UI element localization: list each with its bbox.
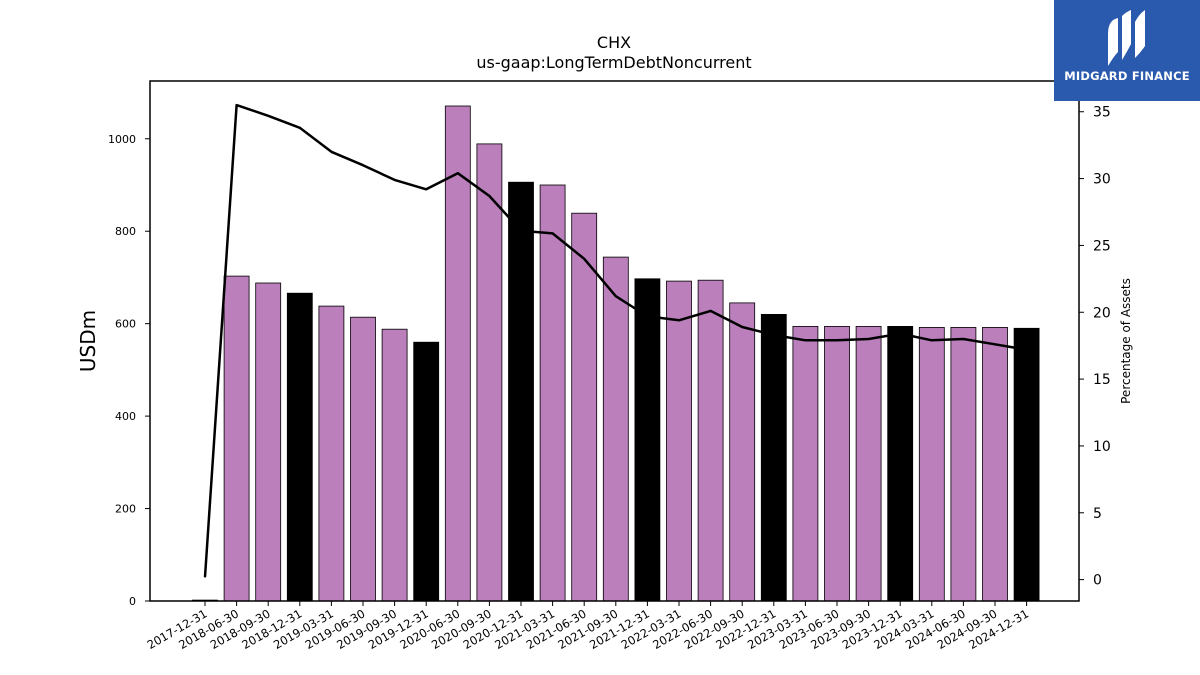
- plot-frame: [149, 80, 1080, 602]
- line-point-2021-06-30: [583, 258, 585, 260]
- line-point-2020-06-30: [457, 172, 459, 174]
- right-axis: 0 5 10 15 20 25 30 35: [1079, 105, 1111, 589]
- line-point-2024-06-30: [962, 338, 965, 340]
- bar-2024-06-30: [950, 326, 977, 602]
- line-point-2024-03-31: [931, 339, 933, 342]
- y-tick-label-600: 600: [115, 318, 136, 331]
- chart-title: CHX: [597, 33, 631, 52]
- line-point-2019-03-31: [330, 151, 333, 153]
- line-point-2018-06-30: [235, 104, 238, 106]
- line-point-2024-12-31: [1025, 348, 1028, 351]
- line-point-2021-09-30: [615, 295, 617, 298]
- bar-2018-12-31: [286, 292, 313, 602]
- line-point-2021-03-31: [551, 232, 554, 235]
- y-tick-label-1000: 1000: [108, 133, 136, 146]
- y2-tick-label-5: 5: [1093, 506, 1102, 522]
- bar-2021-09-30: [602, 256, 629, 602]
- y2-tick-label-20: 20: [1093, 305, 1111, 321]
- y2-tick-label-10: 10: [1093, 439, 1111, 455]
- line-point-2018-09-30: [267, 115, 270, 117]
- left-axis: 0 200 400 600 800 1000: [108, 133, 150, 608]
- bar-2023-03-31: [792, 325, 819, 602]
- line-point-2022-06-30: [709, 310, 712, 312]
- y-tick-label-800: 800: [115, 225, 136, 238]
- line-point-2021-12-31: [646, 315, 649, 318]
- brand-logo: MIDGARD FINANCE: [1054, 0, 1200, 101]
- line-point-2022-03-31: [678, 319, 680, 322]
- line-point-2020-09-30: [488, 195, 491, 197]
- bar-2022-09-30: [729, 302, 756, 602]
- line-point-2017-12-31: [204, 576, 206, 578]
- line-point-2023-12-31: [899, 332, 901, 335]
- y2-tick-label-35: 35: [1093, 105, 1111, 121]
- bar-2021-12-31: [634, 278, 661, 602]
- y-tick-label-200: 200: [115, 503, 136, 516]
- y-axis-label: USDm: [76, 310, 100, 372]
- line-point-2023-09-30: [867, 338, 870, 340]
- y2-axis-label: Percentage of Assets: [1119, 278, 1133, 404]
- bar-2019-09-30: [381, 328, 408, 602]
- line-point-2019-09-30: [393, 179, 396, 181]
- bar-2019-03-31: [318, 305, 345, 602]
- y2-tick-label-30: 30: [1093, 172, 1111, 188]
- bar-2024-12-31: [1013, 327, 1040, 602]
- bar-2019-06-30: [350, 316, 376, 602]
- chart-subtitle: us-gaap:LongTermDebtNoncurrent: [476, 53, 751, 72]
- line-point-2020-12-31: [520, 229, 522, 232]
- bar-2022-03-31: [666, 280, 692, 602]
- bar-2024-09-30: [982, 326, 1008, 602]
- line-point-2018-12-31: [299, 127, 301, 129]
- line-point-2022-09-30: [741, 326, 743, 328]
- bars-group: [192, 105, 1040, 602]
- line-point-2019-06-30: [362, 164, 364, 166]
- bar-2020-06-30: [444, 105, 471, 602]
- line-point-2023-03-31: [804, 339, 807, 342]
- bar-2021-03-31: [539, 184, 566, 602]
- midgard-logo-icon: [1108, 10, 1145, 66]
- line-point-2024-09-30: [994, 343, 996, 346]
- bar-2021-06-30: [571, 212, 598, 602]
- y-tick-label-0: 0: [129, 595, 136, 608]
- bar-2019-12-31: [413, 341, 440, 602]
- bar-2024-03-31: [918, 326, 945, 602]
- y2-tick-label-25: 25: [1093, 238, 1111, 254]
- line-point-2022-12-31: [773, 334, 775, 336]
- line-point-2019-12-31: [425, 188, 428, 191]
- x-axis: 2017-12-312018-06-302018-09-302018-12-31…: [145, 601, 1031, 652]
- bar-2018-06-30: [223, 275, 250, 602]
- y2-tick-label-15: 15: [1093, 372, 1111, 388]
- brand-name: MIDGARD FINANCE: [1064, 69, 1190, 83]
- bar-2018-09-30: [255, 282, 282, 602]
- y2-tick-label-0: 0: [1093, 573, 1102, 589]
- bar-2020-09-30: [476, 143, 503, 602]
- line-group: [203, 103, 1028, 578]
- line-point-2023-06-30: [836, 339, 838, 342]
- bar-2022-06-30: [697, 279, 724, 602]
- bar-2023-06-30: [824, 325, 850, 602]
- y-tick-label-400: 400: [115, 410, 136, 423]
- bar-2023-09-30: [855, 325, 882, 602]
- bar-2022-12-31: [760, 313, 787, 602]
- bar-2023-12-31: [887, 325, 914, 602]
- bar-2020-12-31: [508, 181, 534, 602]
